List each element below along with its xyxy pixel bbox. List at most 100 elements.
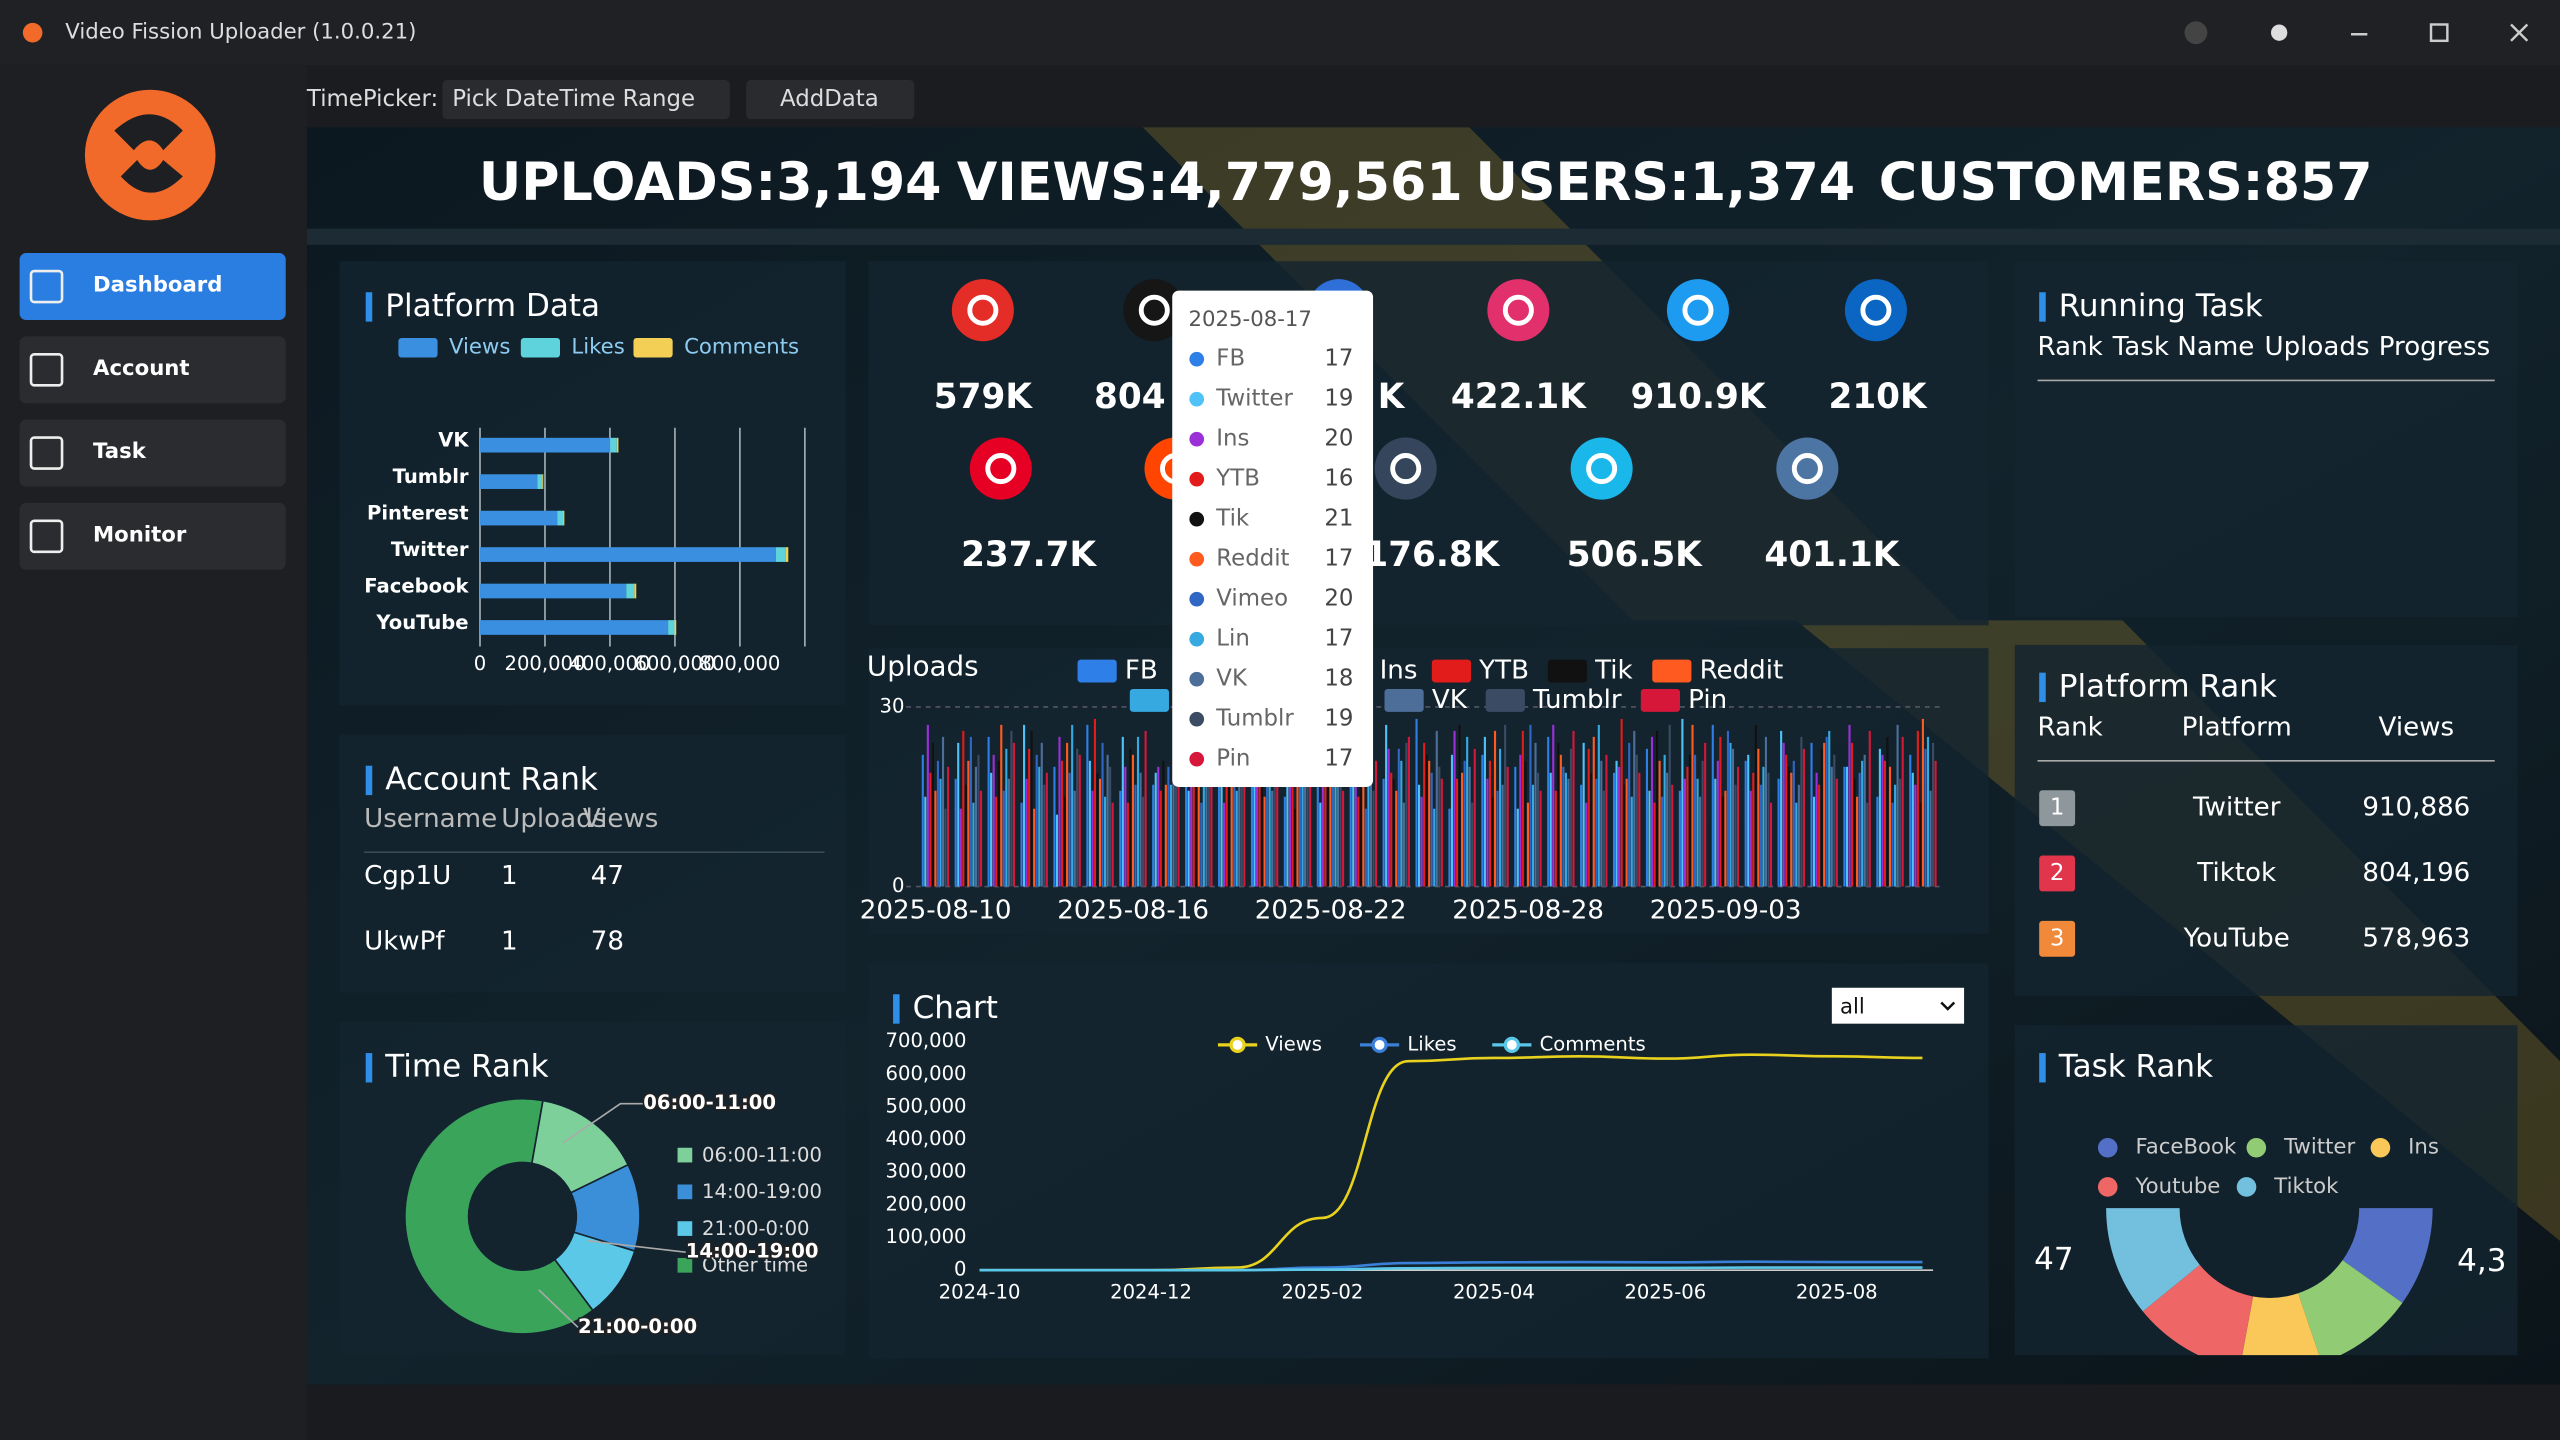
bar	[1453, 730, 1456, 887]
bar	[1600, 760, 1603, 887]
panel-title: Account Rank	[385, 761, 598, 797]
y-tick-label: Pinterest	[367, 502, 469, 525]
nav-button[interactable]	[19, 253, 286, 320]
bar	[1787, 766, 1790, 887]
bar	[1843, 766, 1846, 887]
table-cell: 910,886	[2362, 793, 2470, 823]
time-picker-text[interactable]: Pick DateTime Range	[452, 86, 695, 112]
legend-swatch	[1431, 659, 1472, 683]
bar	[1704, 742, 1707, 887]
table-cell: 47	[591, 861, 624, 891]
y-tick-label: VK	[438, 429, 469, 452]
bar	[1352, 766, 1355, 887]
bar	[1564, 772, 1567, 887]
bar	[1891, 802, 1894, 887]
table-header: Views	[2379, 713, 2455, 743]
bar	[1359, 736, 1362, 887]
bar	[1053, 766, 1056, 887]
nav-icon[interactable]	[29, 436, 64, 470]
bar	[1764, 736, 1768, 887]
bar	[1529, 724, 1532, 887]
table-cell: 1	[501, 927, 518, 957]
table-cell: Cgp1U	[364, 861, 451, 891]
close[interactable]	[2510, 23, 2529, 42]
bar	[1448, 808, 1451, 887]
bar	[1883, 760, 1887, 887]
bar	[1185, 748, 1188, 887]
nav-icon[interactable]	[29, 352, 64, 387]
bar	[1405, 742, 1408, 887]
bar	[1504, 724, 1507, 887]
tooltip	[1172, 290, 1374, 787]
bar	[1106, 754, 1109, 887]
bar	[1894, 784, 1897, 887]
platform-icon	[951, 279, 1014, 342]
platform-value: 579K	[934, 377, 1034, 417]
chart-select-text[interactable]: all	[1840, 994, 1865, 1019]
platform-icon-glyph	[1586, 453, 1618, 485]
bar	[1777, 778, 1780, 887]
add-data-button[interactable]	[746, 80, 915, 120]
add-data-text[interactable]: AddData	[780, 86, 879, 112]
bar	[1833, 754, 1836, 887]
bar	[1491, 796, 1494, 887]
bar	[1499, 748, 1502, 887]
platform-icon	[1844, 279, 1907, 342]
bar	[1349, 742, 1352, 887]
select-arrow[interactable]	[1940, 1001, 1956, 1011]
bar	[1886, 736, 1889, 887]
bar	[1671, 784, 1674, 887]
bar	[1714, 778, 1717, 887]
maximize[interactable]	[2429, 23, 2449, 43]
settings-icon[interactable]	[2184, 21, 2208, 45]
bar	[1638, 772, 1641, 887]
bar	[1547, 736, 1550, 887]
bar	[1656, 730, 1659, 887]
bar	[1372, 790, 1375, 887]
bar	[1691, 724, 1694, 887]
nav-icon[interactable]	[29, 519, 64, 554]
bar	[1567, 778, 1570, 887]
bar	[924, 796, 927, 887]
bar	[1569, 748, 1573, 887]
bar	[1686, 766, 1689, 887]
bar	[1853, 778, 1856, 887]
y-tick-label: 500,000	[886, 1094, 967, 1117]
bar	[1342, 790, 1345, 887]
nav-icon[interactable]	[29, 269, 64, 304]
time-picker[interactable]	[442, 80, 730, 120]
app-icon	[22, 22, 43, 43]
bar	[1326, 766, 1329, 887]
bar	[1073, 790, 1076, 887]
panel	[2014, 644, 2518, 996]
bar	[1580, 784, 1583, 887]
bar	[1276, 766, 1279, 887]
bar	[1020, 802, 1023, 887]
bar	[480, 437, 611, 453]
bar	[1339, 748, 1342, 887]
bar	[1486, 778, 1489, 887]
bar	[1572, 730, 1575, 887]
bar	[1043, 784, 1046, 887]
nav-button[interactable]	[19, 336, 286, 404]
bar	[1866, 802, 1869, 887]
platform-icon	[1666, 279, 1729, 342]
nav-button[interactable]	[19, 502, 286, 570]
theme-icon[interactable]	[2271, 24, 2288, 41]
window-controls	[2184, 21, 2529, 45]
platform-icon	[1570, 437, 1633, 500]
bar	[1063, 796, 1066, 887]
nav-button[interactable]	[19, 419, 286, 487]
chart-select[interactable]	[1831, 987, 1965, 1024]
title-accent	[365, 1053, 373, 1083]
bar	[1496, 790, 1499, 887]
bar	[1471, 802, 1474, 887]
bar	[1699, 796, 1702, 887]
pie	[2106, 1208, 2433, 1356]
bar	[992, 754, 995, 887]
legend-label: Twitter	[2283, 1135, 2355, 1160]
table-cell: YouTube	[2183, 923, 2290, 953]
bar	[1744, 760, 1747, 887]
bar	[1458, 724, 1461, 887]
